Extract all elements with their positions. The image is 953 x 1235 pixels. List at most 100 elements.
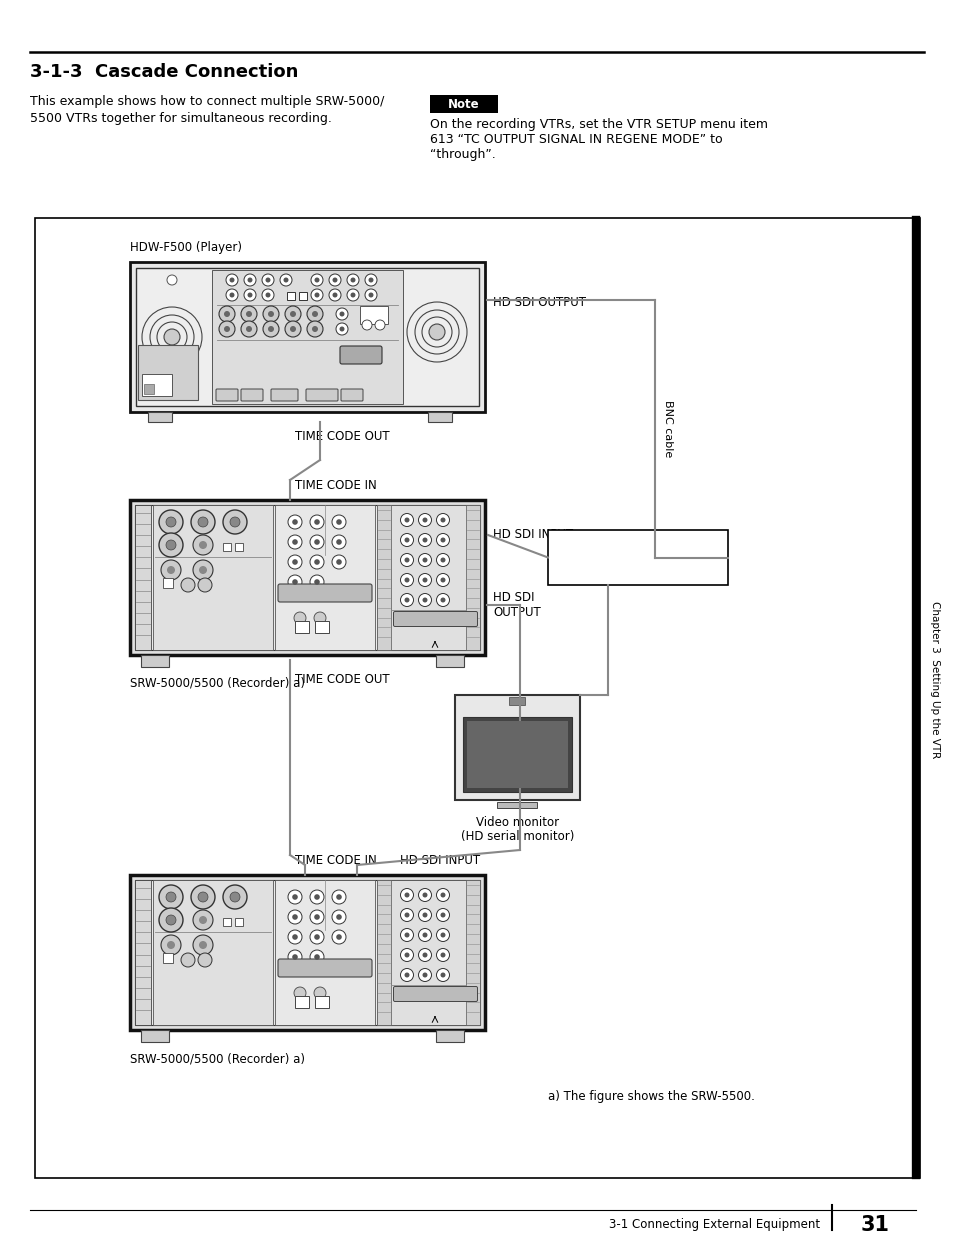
Circle shape xyxy=(404,952,409,957)
Circle shape xyxy=(312,311,317,317)
Bar xyxy=(35,219,919,1178)
Circle shape xyxy=(314,579,319,585)
FancyBboxPatch shape xyxy=(241,389,263,401)
Circle shape xyxy=(314,293,319,298)
Bar xyxy=(436,655,463,667)
Bar xyxy=(135,881,479,1025)
Bar xyxy=(497,802,537,808)
Circle shape xyxy=(288,535,302,550)
Circle shape xyxy=(314,540,319,545)
FancyBboxPatch shape xyxy=(306,389,337,401)
Text: (HD serial monitor): (HD serial monitor) xyxy=(460,830,574,844)
Circle shape xyxy=(288,930,302,944)
FancyBboxPatch shape xyxy=(277,960,372,977)
Circle shape xyxy=(440,952,445,957)
FancyBboxPatch shape xyxy=(277,584,372,601)
Circle shape xyxy=(361,320,372,330)
Bar xyxy=(136,268,478,406)
Circle shape xyxy=(422,517,427,522)
Circle shape xyxy=(347,289,358,301)
Circle shape xyxy=(311,289,323,301)
Circle shape xyxy=(314,934,319,940)
Circle shape xyxy=(292,540,297,545)
Text: HD SDI INPUT: HD SDI INPUT xyxy=(399,853,479,867)
Bar xyxy=(130,262,484,412)
Circle shape xyxy=(310,910,324,924)
Circle shape xyxy=(285,306,301,322)
Circle shape xyxy=(368,278,374,283)
Circle shape xyxy=(314,519,319,525)
Circle shape xyxy=(333,278,337,283)
Bar xyxy=(376,505,479,650)
Circle shape xyxy=(404,932,409,937)
Circle shape xyxy=(294,613,306,624)
Circle shape xyxy=(166,915,175,925)
Circle shape xyxy=(404,913,409,918)
Circle shape xyxy=(418,573,431,587)
Circle shape xyxy=(404,557,409,562)
Circle shape xyxy=(335,934,341,940)
Circle shape xyxy=(422,952,427,957)
Circle shape xyxy=(307,321,323,337)
Circle shape xyxy=(166,892,175,902)
Circle shape xyxy=(400,534,413,547)
Circle shape xyxy=(332,930,346,944)
Circle shape xyxy=(333,293,337,298)
Circle shape xyxy=(440,557,445,562)
Circle shape xyxy=(285,321,301,337)
Circle shape xyxy=(226,274,237,287)
Circle shape xyxy=(418,968,431,982)
Circle shape xyxy=(335,540,341,545)
Circle shape xyxy=(350,293,355,298)
Bar xyxy=(234,543,243,551)
Circle shape xyxy=(223,885,247,909)
Circle shape xyxy=(288,910,302,924)
Circle shape xyxy=(332,535,346,550)
Circle shape xyxy=(198,517,208,527)
Circle shape xyxy=(422,557,427,562)
Circle shape xyxy=(288,890,302,904)
Text: HD SDI
OUTPUT: HD SDI OUTPUT xyxy=(493,592,540,619)
Circle shape xyxy=(436,909,449,921)
Circle shape xyxy=(314,894,319,900)
Circle shape xyxy=(404,517,409,522)
Circle shape xyxy=(224,326,230,332)
Circle shape xyxy=(193,559,213,580)
Circle shape xyxy=(161,559,181,580)
Circle shape xyxy=(375,320,385,330)
Circle shape xyxy=(265,278,271,283)
Circle shape xyxy=(193,935,213,955)
Bar xyxy=(274,881,375,1025)
Circle shape xyxy=(230,517,240,527)
Circle shape xyxy=(418,553,431,567)
Circle shape xyxy=(310,515,324,529)
Circle shape xyxy=(314,559,319,564)
Circle shape xyxy=(241,321,256,337)
Circle shape xyxy=(335,519,341,525)
Text: 5500 VTRs together for simultaneous recording.: 5500 VTRs together for simultaneous reco… xyxy=(30,112,332,125)
Circle shape xyxy=(310,930,324,944)
Circle shape xyxy=(159,908,183,932)
Circle shape xyxy=(307,306,323,322)
Circle shape xyxy=(167,566,174,574)
Bar xyxy=(142,374,172,396)
Circle shape xyxy=(400,888,413,902)
Circle shape xyxy=(159,885,183,909)
Bar xyxy=(462,718,572,792)
Bar xyxy=(135,505,151,650)
Circle shape xyxy=(422,598,427,603)
Circle shape xyxy=(400,929,413,941)
Circle shape xyxy=(230,278,234,283)
Circle shape xyxy=(332,890,346,904)
Circle shape xyxy=(400,968,413,982)
Circle shape xyxy=(335,308,348,320)
Circle shape xyxy=(418,909,431,921)
Text: On the recording VTRs, set the VTR SETUP menu item
613 “TC OUTPUT SIGNAL IN REGE: On the recording VTRs, set the VTR SETUP… xyxy=(430,119,767,161)
Circle shape xyxy=(365,289,376,301)
Bar xyxy=(314,621,329,634)
Bar xyxy=(212,270,402,404)
Bar xyxy=(135,881,151,1025)
Circle shape xyxy=(335,559,341,564)
Circle shape xyxy=(440,578,445,583)
Bar xyxy=(130,876,484,1030)
